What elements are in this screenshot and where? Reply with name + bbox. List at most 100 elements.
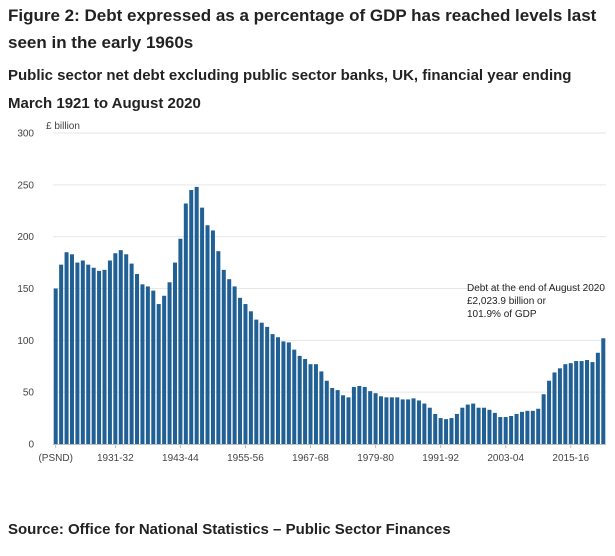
debt-bar [135, 273, 140, 444]
debt-bar [563, 364, 568, 444]
debt-bar [471, 403, 476, 444]
y-tick-label: 100 [17, 336, 34, 347]
debt-bar [465, 404, 470, 444]
debt-bar [454, 413, 459, 444]
debt-bar [492, 412, 497, 444]
annotation-line: 101.9% of GDP [467, 309, 537, 320]
debt-bar [346, 397, 351, 444]
debt-bar [362, 386, 367, 444]
debt-bar [530, 410, 535, 444]
annotation-line: £2,023.9 billion or [467, 296, 547, 307]
debt-bar [194, 186, 199, 444]
debt-bar [145, 286, 150, 444]
debt-bar [601, 338, 606, 444]
debt-bar [292, 349, 297, 444]
y-axis-ticks: 0 50 100 150 200 250 300 [17, 129, 34, 451]
y-tick-label: 0 [28, 440, 34, 451]
debt-bar [444, 419, 449, 444]
y-tick-label: 250 [17, 180, 34, 191]
debt-bar [335, 390, 340, 444]
debt-bar [64, 252, 69, 444]
debt-bar [351, 386, 356, 444]
debt-bar [221, 269, 226, 444]
debt-bar [498, 417, 503, 444]
debt-bar [129, 263, 134, 444]
debt-bar [579, 361, 584, 444]
debt-bar [53, 288, 58, 444]
debt-bar [379, 396, 384, 444]
bar-series [53, 186, 606, 444]
debt-bar [303, 358, 308, 444]
chart-annotation: Debt at the end of August 2020 £2,023.9 b… [467, 283, 605, 320]
debt-bar [156, 304, 161, 444]
debt-bar [238, 297, 243, 444]
y-tick-label: 300 [17, 129, 34, 140]
debt-bar [265, 326, 270, 444]
debt-bar [75, 262, 80, 444]
debt-bar [547, 380, 552, 444]
debt-bar [124, 254, 129, 444]
debt-bar [357, 385, 362, 444]
y-axis-unit-label: £ billion [46, 121, 80, 132]
chart: 0 50 100 150 200 250 300 (PSND) 1931-32 1943-44 1… [17, 129, 606, 464]
debt-bar [254, 319, 259, 444]
debt-bar [525, 410, 530, 444]
debt-bar [86, 264, 91, 444]
figure-title: Figure 2: Debt expressed as a percentage… [8, 6, 597, 52]
debt-bar [210, 230, 215, 444]
debt-bar [91, 267, 96, 444]
x-tick-label: 1967-68 [292, 453, 329, 464]
y-tick-label: 50 [23, 388, 35, 399]
debt-bar [59, 264, 64, 444]
debt-bar [270, 334, 275, 444]
debt-bar [585, 360, 590, 444]
debt-bar [162, 295, 167, 444]
x-tick-label: 1931-32 [97, 453, 134, 464]
debt-bar [460, 407, 465, 444]
annotation-line: Debt at the end of August 2020 [467, 283, 605, 294]
debt-bar [308, 364, 313, 444]
debt-bar [427, 407, 432, 444]
debt-bar [384, 397, 389, 444]
debt-bar [519, 411, 524, 444]
debt-bar [395, 397, 400, 444]
debt-bar [389, 397, 394, 444]
debt-bar [172, 262, 177, 444]
debt-bar [281, 341, 286, 444]
debt-bar [107, 260, 112, 444]
debt-bar [178, 238, 183, 444]
debt-bar [536, 408, 541, 444]
x-tick-label: (PSND) [38, 453, 72, 464]
debt-bar [97, 270, 102, 444]
debt-bar [324, 380, 329, 444]
debt-bar [113, 253, 118, 444]
debt-bar [248, 311, 253, 444]
debt-bar [183, 203, 188, 444]
debt-bar [243, 304, 248, 444]
x-tick-label: 2003-04 [487, 453, 524, 464]
gridlines [53, 132, 606, 393]
debt-bar [259, 322, 264, 444]
x-tick-label: 2015-16 [552, 453, 589, 464]
y-tick-label: 200 [17, 232, 34, 243]
debt-bar [313, 364, 318, 444]
y-tick-label: 150 [17, 284, 34, 295]
debt-bar [216, 251, 221, 444]
debt-bar [275, 337, 280, 444]
x-tick-label: 1979-80 [357, 453, 394, 464]
x-tick-label: 1991-92 [422, 453, 459, 464]
debt-bar [200, 207, 205, 444]
source-note: Source: Office for National Statistics –… [8, 521, 451, 538]
debt-bar [373, 393, 378, 444]
debt-bar [286, 342, 291, 444]
debt-bar [487, 409, 492, 444]
debt-bar [406, 399, 411, 444]
debt-bar [80, 260, 85, 444]
debt-bar [433, 413, 438, 444]
debt-bar [151, 290, 156, 444]
debt-bar [411, 398, 416, 444]
debt-bar [330, 388, 335, 444]
debt-bar [438, 418, 443, 444]
debt-bar [341, 395, 346, 444]
debt-bar [503, 417, 508, 444]
